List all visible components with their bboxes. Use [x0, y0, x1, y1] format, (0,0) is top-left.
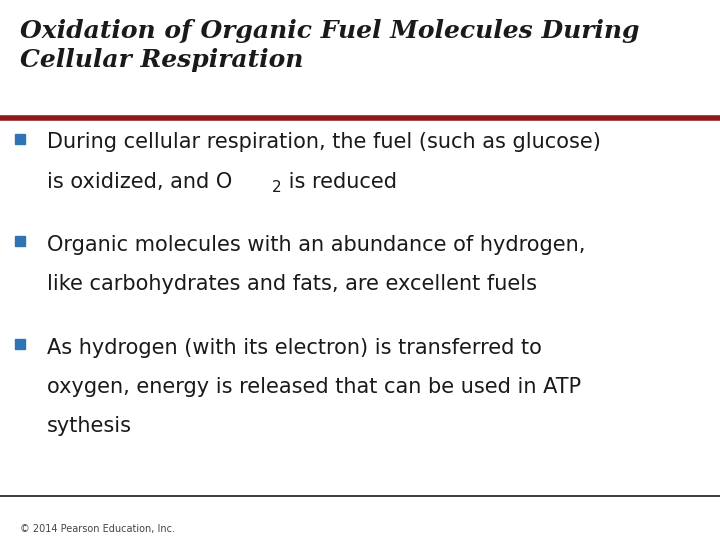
Text: is reduced: is reduced [282, 172, 397, 192]
Text: oxygen, energy is released that can be used in ATP: oxygen, energy is released that can be u… [47, 377, 581, 397]
Text: 2: 2 [272, 180, 282, 195]
Text: is oxidized, and O: is oxidized, and O [47, 172, 232, 192]
Text: As hydrogen (with its electron) is transferred to: As hydrogen (with its electron) is trans… [47, 338, 541, 357]
Text: During cellular respiration, the fuel (such as glucose): During cellular respiration, the fuel (s… [47, 132, 600, 152]
Text: Organic molecules with an abundance of hydrogen,: Organic molecules with an abundance of h… [47, 235, 585, 255]
Text: sythesis: sythesis [47, 416, 132, 436]
Text: Oxidation of Organic Fuel Molecules During
Cellular Respiration: Oxidation of Organic Fuel Molecules Duri… [20, 19, 639, 72]
Text: © 2014 Pearson Education, Inc.: © 2014 Pearson Education, Inc. [20, 524, 175, 534]
Text: like carbohydrates and fats, are excellent fuels: like carbohydrates and fats, are excelle… [47, 274, 537, 294]
